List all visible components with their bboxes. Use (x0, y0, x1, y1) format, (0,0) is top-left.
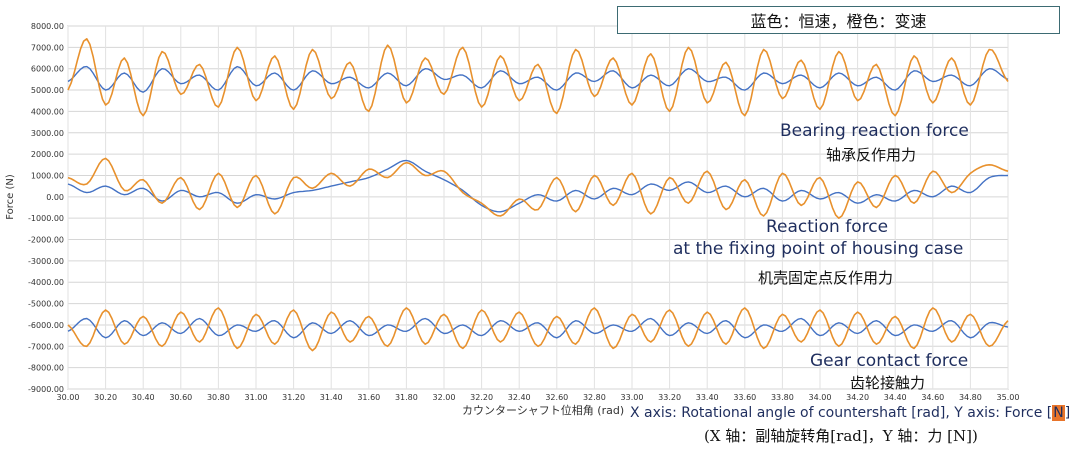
annotation-bearing-zh: 轴承反作用力 (826, 146, 917, 164)
series-line-bearing-0 (67, 65, 1009, 93)
y-tick-label: -2000.00 (28, 236, 64, 245)
x-tick-labels: 30.00 30.20 30.40 30.60 30.80 31.00 31.20 31.40… (57, 393, 1020, 402)
y-tick-label: 6000.00 (31, 65, 64, 74)
annotation-gear-zh: 齿轮接触力 (850, 374, 926, 392)
x-tick-label: 30.40 (132, 393, 155, 402)
series-line-gear-4 (67, 317, 1009, 339)
x-tick-label: 32.40 (508, 393, 531, 402)
y-tick-label: 4000.00 (31, 107, 64, 116)
series-line-bearing-1 (67, 38, 1009, 117)
x-tick-label: 34.80 (959, 393, 982, 402)
x-tick-label: 34.20 (846, 393, 869, 402)
annotation-housing-en-2: at the fixing point of housing case (673, 239, 964, 259)
y-tick-label: 7000.00 (31, 43, 64, 52)
y-tick-label: -3000.00 (28, 257, 64, 266)
x-tick-label: 34.60 (921, 393, 944, 402)
x-axis-label: カウンターシャフト位相角 (rad) (462, 404, 625, 417)
caption-en-end: ] (1064, 405, 1071, 421)
x-tick-label: 32.60 (545, 393, 568, 402)
legend-box: 蓝色：恒速，橙色：变速 (617, 6, 1060, 34)
x-tick-label: 33.80 (771, 393, 794, 402)
x-tick-label: 35.00 (997, 393, 1020, 402)
y-tick-label: -8000.00 (28, 364, 64, 373)
y-tick-label: -5000.00 (28, 300, 64, 309)
x-tick-label: 32.20 (470, 393, 493, 402)
series-lines (67, 38, 1009, 352)
y-tick-label: 2000.00 (31, 150, 64, 159)
series-line-housing-2 (67, 159, 1009, 213)
y-tick-label: -7000.00 (28, 342, 64, 351)
x-tick-label: 34.40 (884, 393, 907, 402)
x-tick-label: 30.20 (94, 393, 117, 402)
y-tick-label: 5000.00 (31, 86, 64, 95)
y-tick-label: 0.00 (46, 193, 64, 202)
series-line-gear-5 (67, 307, 1009, 352)
annotation-gear-en: Gear contact force (810, 351, 969, 371)
x-tick-label: 31.20 (282, 393, 305, 402)
legend-text: 蓝色：恒速，橙色：变速 (750, 12, 927, 31)
y-tick-label: -6000.00 (28, 321, 64, 330)
y-tick-label: 8000.00 (31, 22, 64, 31)
x-tick-label: 34.00 (809, 393, 832, 402)
x-tick-label: 33.60 (733, 393, 756, 402)
x-tick-label: 31.00 (245, 393, 268, 402)
annotation-bearing-en: Bearing reaction force (780, 121, 969, 141)
x-tick-label: 33.20 (658, 393, 681, 402)
annotation-housing-en-1: Reaction force (766, 217, 889, 237)
x-tick-label: 31.40 (320, 393, 343, 402)
x-tick-label: 32.00 (433, 393, 456, 402)
series-line-housing-3 (67, 157, 1009, 219)
caption-zh: (X 轴：副轴旋转角[rad]，Y 轴：力 [N]) (704, 427, 978, 445)
annotation-housing-zh: 机壳固定点反作用力 (758, 269, 894, 287)
y-tick-label: -9000.00 (28, 385, 64, 394)
y-axis-label: Force (N) (5, 174, 16, 220)
x-tick-label: 33.00 (621, 393, 644, 402)
y-tick-label: 3000.00 (31, 129, 64, 138)
x-tick-label: 30.60 (169, 393, 192, 402)
caption-en: X axis: Rotational angle of countershaft… (630, 405, 1070, 421)
x-tick-label: 31.60 (357, 393, 380, 402)
caption-en-highlight: N (1052, 405, 1065, 421)
y-tick-label: -1000.00 (28, 214, 64, 223)
y-tick-labels: 8000.00 7000.00 6000.00 5000.00 4000.00 3000.… (28, 22, 64, 394)
x-tick-label: 30.80 (207, 393, 230, 402)
caption-en-main: X axis: Rotational angle of countershaft… (630, 405, 1053, 421)
x-tick-label: 31.80 (395, 393, 418, 402)
x-tick-label: 30.00 (57, 393, 80, 402)
y-tick-label: 1000.00 (31, 171, 64, 180)
x-tick-label: 32.80 (583, 393, 606, 402)
x-tick-label: 33.40 (696, 393, 719, 402)
y-tick-label: -4000.00 (28, 278, 64, 287)
